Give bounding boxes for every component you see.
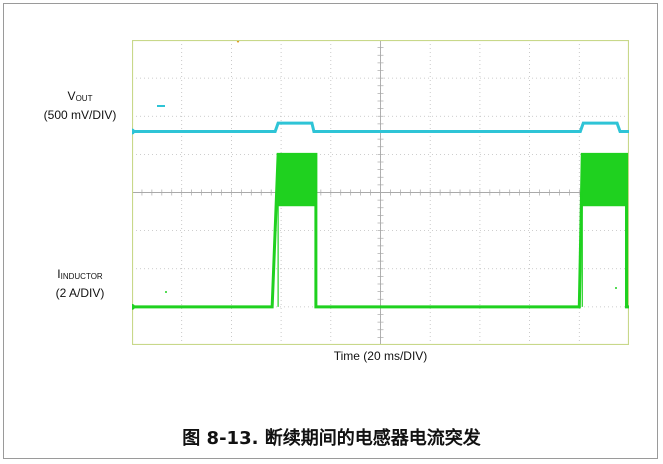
inductor-burst	[582, 154, 627, 207]
vout-name: VOUT	[67, 89, 93, 103]
trace-vout	[132, 121, 629, 133]
trace-inductor	[132, 152, 629, 309]
figure-frame	[3, 3, 658, 459]
x-axis-label: Time (20 ms/DIV)	[333, 349, 428, 363]
inductor-label: IINDUCTOR (2 A/DIV)	[28, 266, 132, 301]
channel-marker-inductor	[132, 303, 135, 310]
plot-border	[132, 40, 629, 345]
inductor-name: IINDUCTOR	[57, 267, 103, 281]
vout-scale: (500 mV/DIV)	[43, 108, 117, 122]
vout-label: VOUT (500 mV/DIV)	[28, 88, 132, 123]
figure-caption: 图 8-13. 断续期间的电感器电流突发	[182, 428, 481, 449]
noise-mark	[165, 291, 167, 293]
channel-marker-vout	[132, 128, 135, 135]
inductor-burst	[278, 154, 316, 207]
noise-mark	[615, 287, 617, 289]
noise-mark	[157, 105, 165, 107]
oscilloscope-plot	[132, 40, 629, 345]
traces	[132, 105, 629, 310]
inductor-scale: (2 A/DIV)	[55, 286, 105, 300]
